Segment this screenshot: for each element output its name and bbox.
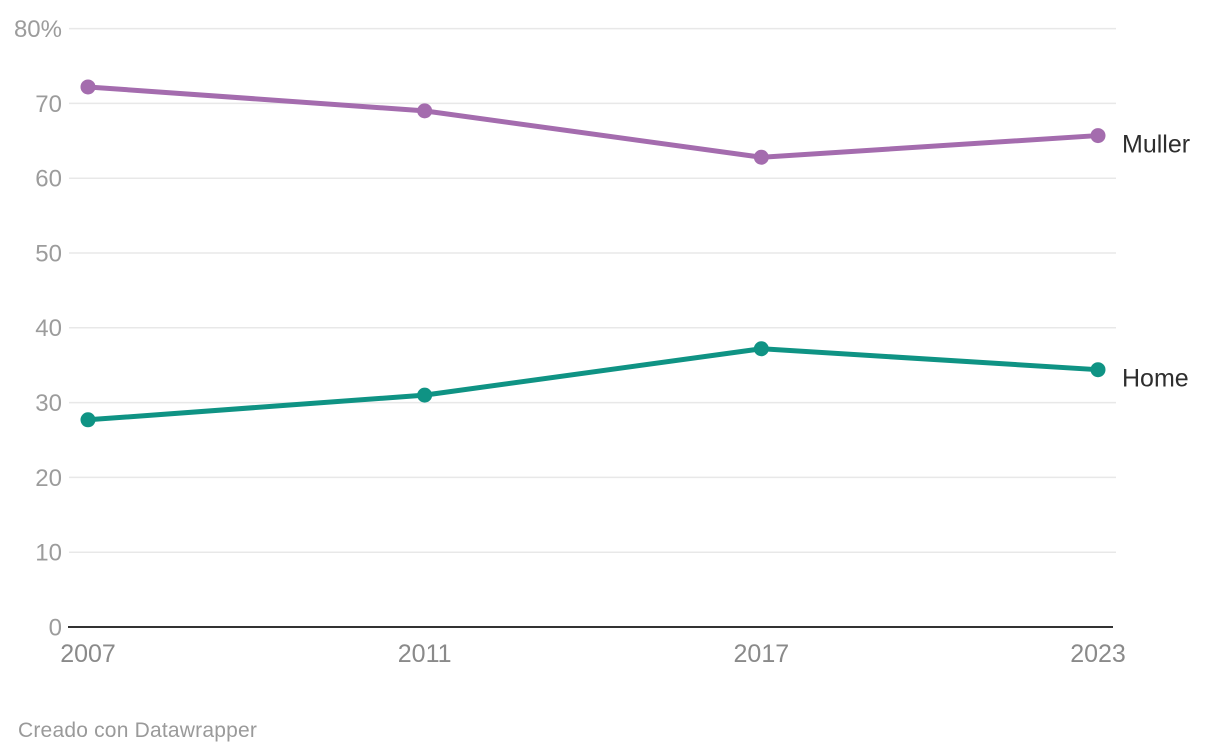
data-point-home [753, 341, 769, 357]
y-tick-label: 0 [49, 614, 62, 641]
data-point-muller [753, 149, 769, 165]
y-tick-label: 80% [14, 16, 62, 43]
x-tick-label: 2007 [60, 640, 116, 668]
y-tick-label: 10 [35, 540, 62, 567]
data-point-home [417, 387, 433, 403]
y-tick-label: 70 [35, 91, 62, 118]
data-point-muller [1090, 128, 1106, 144]
line-chart-svg: 0 10 20 30 40 50 60 70 80% 2007 2011 2017 2023 Muller… [14, 16, 1190, 668]
data-point-home [80, 412, 96, 428]
series-label-home: Home [1122, 364, 1189, 392]
series-label-muller: Muller [1122, 130, 1190, 158]
y-tick-label: 60 [35, 166, 62, 193]
y-tick-label: 40 [35, 315, 62, 342]
x-tick-label: 2011 [398, 640, 452, 668]
y-tick-label: 20 [35, 465, 62, 492]
data-point-home [1090, 362, 1106, 378]
data-point-muller [80, 79, 96, 95]
series-line-muller [85, 84, 1101, 160]
datawrapper-credit: Creado con Datawrapper [18, 719, 258, 742]
series-line-home [85, 346, 1101, 423]
x-tick-label: 2017 [734, 640, 790, 668]
y-tick-label: 50 [35, 240, 62, 267]
y-tick-label: 30 [35, 390, 62, 417]
x-tick-label: 2023 [1070, 640, 1126, 668]
data-point-muller [417, 103, 433, 119]
